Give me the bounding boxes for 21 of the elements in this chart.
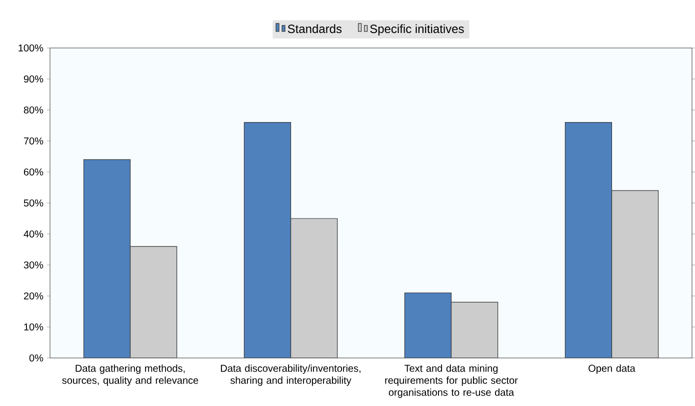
bar bbox=[611, 190, 659, 358]
y-tick-label: 30% bbox=[24, 261, 44, 269]
bar bbox=[450, 302, 498, 358]
y-tick-label: 90% bbox=[24, 75, 44, 83]
legend-label: Standards bbox=[288, 24, 342, 34]
y-tick-label: 80% bbox=[24, 106, 44, 114]
x-tick-label: Text and data mining requirements for public sector organisations to re-use data bbox=[385, 364, 518, 398]
y-tick-label: 0% bbox=[29, 354, 44, 362]
x-tick-label: Data discoverability/inventories, sharing and interoperability bbox=[220, 364, 360, 386]
x-tick-label: Data gathering methods, sources, quality and relevance bbox=[62, 364, 198, 386]
bar bbox=[290, 218, 338, 358]
bar bbox=[130, 246, 178, 358]
y-tick-label: 20% bbox=[24, 292, 44, 300]
y-tick-label: 40% bbox=[24, 230, 44, 238]
y-tick-label: 60% bbox=[24, 168, 44, 176]
y-tick-label: 70% bbox=[24, 137, 44, 145]
y-tick-label: 50% bbox=[24, 199, 44, 207]
y-tick-label: 10% bbox=[24, 323, 44, 331]
x-tick-label: Open data bbox=[588, 364, 636, 374]
y-tick-label: 100% bbox=[18, 44, 44, 52]
legend-label: Specific initiatives bbox=[370, 24, 464, 36]
